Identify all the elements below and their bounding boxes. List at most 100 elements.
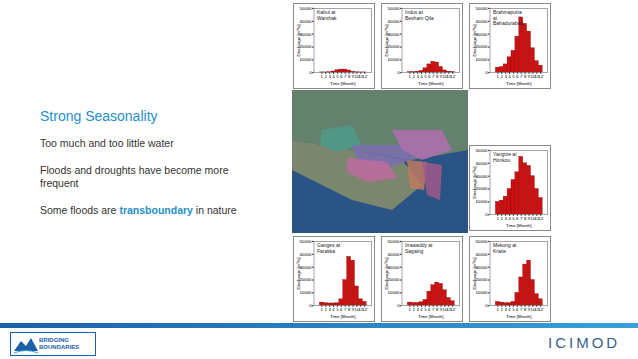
svg-text:6: 6: [516, 307, 519, 312]
svg-text:1: 1: [497, 74, 500, 79]
svg-text:50000: 50000: [299, 6, 312, 11]
svg-text:Discharge [m³/s]: Discharge [m³/s]: [296, 258, 301, 290]
svg-text:40000: 40000: [387, 19, 400, 24]
svg-text:10000: 10000: [387, 290, 400, 295]
svg-text:2: 2: [500, 216, 503, 221]
svg-text:0: 0: [309, 70, 312, 75]
svg-text:0: 0: [309, 303, 312, 308]
svg-text:50000: 50000: [299, 239, 312, 244]
svg-text:5: 5: [512, 307, 515, 312]
svg-text:7: 7: [520, 307, 523, 312]
svg-text:5: 5: [336, 307, 339, 312]
svg-text:10000: 10000: [475, 57, 488, 62]
svg-text:5: 5: [336, 74, 339, 79]
svg-text:40000: 40000: [299, 19, 312, 24]
svg-text:2: 2: [324, 74, 327, 79]
svg-text:5: 5: [512, 216, 515, 221]
svg-text:8: 8: [524, 216, 527, 221]
svg-text:40000: 40000: [475, 19, 488, 24]
svg-text:30000: 30000: [299, 265, 312, 270]
svg-text:Discharge [m³/s]: Discharge [m³/s]: [384, 25, 389, 57]
svg-text:5: 5: [424, 74, 427, 79]
svg-text:12: 12: [538, 307, 543, 312]
svg-text:12: 12: [538, 74, 543, 79]
svg-text:1: 1: [497, 307, 500, 312]
svg-text:12: 12: [538, 216, 543, 221]
svg-text:6: 6: [340, 74, 343, 79]
svg-text:0: 0: [485, 70, 488, 75]
svg-text:50000: 50000: [475, 239, 488, 244]
svg-text:40000: 40000: [475, 252, 488, 257]
svg-text:Discharge [m³/s]: Discharge [m³/s]: [472, 258, 477, 290]
svg-text:30000: 30000: [475, 32, 488, 37]
svg-text:Time [Month]: Time [Month]: [418, 314, 443, 319]
svg-text:20000: 20000: [475, 44, 488, 49]
svg-text:4: 4: [420, 307, 423, 312]
svg-text:4: 4: [420, 74, 423, 79]
svg-text:2: 2: [500, 307, 503, 312]
svg-text:0: 0: [397, 70, 400, 75]
svg-text:10000: 10000: [475, 199, 488, 204]
svg-text:50000: 50000: [387, 6, 400, 11]
svg-text:4: 4: [508, 74, 511, 79]
svg-text:30000: 30000: [299, 32, 312, 37]
svg-text:2: 2: [412, 74, 415, 79]
svg-text:7: 7: [432, 307, 435, 312]
svg-text:3: 3: [416, 74, 419, 79]
svg-text:Time [Month]: Time [Month]: [330, 314, 355, 319]
svg-text:3: 3: [416, 307, 419, 312]
svg-text:Discharge [m³/s]: Discharge [m³/s]: [384, 258, 389, 290]
svg-text:Discharge [m³/s]: Discharge [m³/s]: [296, 25, 301, 57]
svg-text:8: 8: [524, 307, 527, 312]
svg-text:10000: 10000: [387, 57, 400, 62]
svg-text:20000: 20000: [387, 44, 400, 49]
svg-text:7: 7: [344, 74, 347, 79]
svg-text:2: 2: [500, 74, 503, 79]
svg-text:10000: 10000: [475, 290, 488, 295]
svg-text:10000: 10000: [299, 290, 312, 295]
svg-text:12: 12: [450, 74, 455, 79]
svg-text:2: 2: [324, 307, 327, 312]
svg-text:7: 7: [432, 74, 435, 79]
svg-text:6: 6: [428, 307, 431, 312]
svg-text:20000: 20000: [475, 277, 488, 282]
svg-text:7: 7: [520, 74, 523, 79]
svg-text:4: 4: [508, 216, 511, 221]
svg-text:5: 5: [512, 74, 515, 79]
svg-text:Time [Month]: Time [Month]: [506, 314, 531, 319]
svg-text:3: 3: [504, 74, 507, 79]
svg-text:50000: 50000: [475, 6, 488, 11]
svg-text:4: 4: [332, 74, 335, 79]
svg-text:3: 3: [328, 307, 331, 312]
svg-text:8: 8: [348, 307, 351, 312]
svg-text:40000: 40000: [387, 252, 400, 257]
svg-text:40000: 40000: [475, 161, 488, 166]
svg-text:0: 0: [397, 303, 400, 308]
svg-text:50000: 50000: [387, 239, 400, 244]
svg-text:10000: 10000: [299, 57, 312, 62]
svg-text:6: 6: [516, 216, 519, 221]
svg-text:30000: 30000: [387, 32, 400, 37]
svg-text:8: 8: [436, 307, 439, 312]
svg-text:7: 7: [344, 307, 347, 312]
svg-text:6: 6: [340, 307, 343, 312]
svg-text:6: 6: [428, 74, 431, 79]
svg-text:20000: 20000: [387, 277, 400, 282]
svg-text:4: 4: [508, 307, 511, 312]
svg-text:20000: 20000: [475, 186, 488, 191]
svg-text:30000: 30000: [387, 265, 400, 270]
svg-text:12: 12: [362, 74, 367, 79]
svg-text:Discharge [m³/s]: Discharge [m³/s]: [472, 25, 477, 57]
svg-text:40000: 40000: [299, 252, 312, 257]
svg-text:1: 1: [321, 74, 324, 79]
svg-text:1: 1: [409, 74, 412, 79]
svg-text:5: 5: [424, 307, 427, 312]
svg-text:2: 2: [412, 307, 415, 312]
svg-text:3: 3: [504, 307, 507, 312]
svg-text:1: 1: [409, 307, 412, 312]
svg-text:1: 1: [321, 307, 324, 312]
svg-text:Time [Month]: Time [Month]: [330, 81, 355, 86]
svg-text:Time [Month]: Time [Month]: [506, 223, 531, 228]
svg-text:3: 3: [504, 216, 507, 221]
svg-text:0: 0: [485, 212, 488, 217]
